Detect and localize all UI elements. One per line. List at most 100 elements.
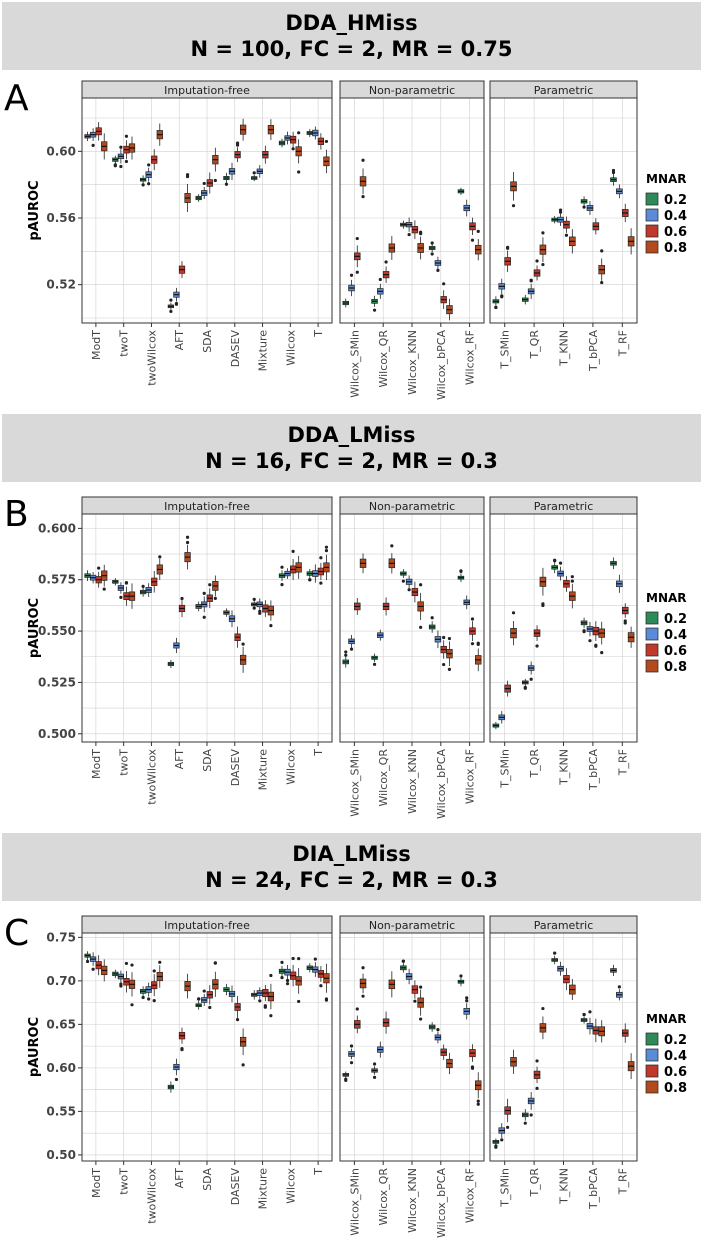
outlier-point bbox=[419, 1017, 423, 1021]
x-tick-label: SDA bbox=[201, 1168, 214, 1191]
outlier-point bbox=[124, 159, 129, 164]
x-tick-label: SDA bbox=[201, 330, 214, 353]
legend-swatch bbox=[645, 643, 659, 657]
outlier-point bbox=[465, 996, 469, 1000]
outlier-point bbox=[535, 644, 539, 648]
x-tick-label: T_SMin bbox=[499, 749, 512, 789]
outlier-point bbox=[102, 587, 106, 591]
legend-swatch bbox=[645, 611, 659, 625]
outlier-point bbox=[97, 566, 101, 570]
legend-label: 0.4 bbox=[664, 1049, 687, 1064]
outlier-point bbox=[349, 1044, 354, 1048]
outlier-point bbox=[91, 967, 95, 971]
outlier-point bbox=[269, 624, 273, 628]
legend-swatch bbox=[645, 192, 659, 206]
x-tick-label: ModT bbox=[90, 749, 103, 779]
x-tick-label: T bbox=[312, 1168, 325, 1176]
outlier-point bbox=[324, 139, 329, 144]
outlier-point bbox=[113, 163, 117, 167]
x-tick-label: twoWilcox bbox=[145, 330, 158, 386]
outlier-point bbox=[119, 145, 123, 149]
legend-title: MNAR bbox=[646, 591, 687, 605]
legend-swatch bbox=[645, 240, 659, 254]
x-tick-label: Wilcox_KNN bbox=[406, 330, 419, 395]
y-axis-label: pAUROC bbox=[27, 598, 42, 658]
y-tick-label: 0.55 bbox=[46, 1104, 76, 1118]
outlier-point bbox=[280, 975, 284, 980]
x-tick-label: Wilcox_KNN bbox=[406, 1168, 419, 1233]
outlier-point bbox=[588, 639, 592, 643]
y-tick-label: 0.70 bbox=[46, 974, 76, 988]
legend-label: 0.2 bbox=[664, 1033, 687, 1048]
outlier-point bbox=[141, 183, 145, 187]
outlier-point bbox=[570, 575, 574, 579]
outlier-point bbox=[476, 1099, 480, 1103]
outlier-point bbox=[252, 606, 256, 610]
outlier-point bbox=[553, 951, 557, 955]
outlier-point bbox=[344, 650, 348, 654]
legend: MNAR 0.20.40.60.8 bbox=[645, 591, 687, 675]
outlier-point bbox=[319, 556, 323, 560]
outlier-point bbox=[372, 308, 377, 312]
y-tick-label: 0.50 bbox=[46, 1148, 76, 1162]
outlier-point bbox=[564, 233, 569, 237]
outlier-point bbox=[252, 171, 256, 175]
outlier-point bbox=[185, 174, 190, 179]
y-tick-label: 0.60 bbox=[46, 1061, 76, 1075]
outlier-point bbox=[511, 611, 516, 615]
outlier-point bbox=[349, 647, 354, 651]
x-tick-label: AFT bbox=[173, 1168, 186, 1189]
legend-label: 0.6 bbox=[664, 225, 687, 240]
legend-label: 0.4 bbox=[664, 628, 687, 643]
y-tick-label: 0.52 bbox=[46, 278, 76, 292]
outlier-point bbox=[202, 181, 206, 186]
x-tick-label: Wilcox_bPCA bbox=[435, 1168, 448, 1238]
outlier-point bbox=[582, 1012, 586, 1017]
x-tick-label: T_bPCA bbox=[587, 330, 600, 373]
outlier-point bbox=[291, 956, 295, 961]
x-tick-label: Wilcox bbox=[284, 749, 297, 785]
outlier-point bbox=[355, 236, 359, 241]
x-tick-label: T_bPCA bbox=[587, 749, 600, 792]
outlier-point bbox=[506, 1125, 510, 1129]
outlier-point bbox=[124, 134, 129, 138]
x-tick-label: Wilcox_SMin bbox=[348, 749, 361, 817]
outlier-point bbox=[308, 578, 312, 582]
x-tick-label: T_SMin bbox=[499, 1168, 512, 1208]
outlier-point bbox=[319, 581, 323, 585]
x-tick-label: Mixture bbox=[257, 749, 270, 791]
outlier-point bbox=[213, 596, 217, 601]
y-axis-label: pAUROC bbox=[27, 1017, 42, 1077]
x-tick-label: twoT bbox=[118, 1168, 131, 1195]
outlier-point bbox=[384, 260, 388, 264]
outlier-point bbox=[407, 588, 411, 592]
facet-non-parametric: Non-parametric Wilcox_SMin Wilcox_QR Wilcox… bbox=[339, 80, 485, 400]
legend-swatch bbox=[645, 224, 659, 238]
outlier-point bbox=[600, 651, 604, 655]
x-tick-label: T_QR bbox=[528, 1168, 541, 1198]
outlier-point bbox=[147, 182, 151, 186]
outlier-point bbox=[511, 204, 516, 208]
outlier-point bbox=[558, 561, 563, 565]
x-tick-label: T_RF bbox=[616, 330, 629, 357]
outlier-point bbox=[297, 957, 301, 961]
outlier-point bbox=[407, 232, 411, 237]
x-tick-label: T bbox=[312, 749, 325, 757]
outlier-point bbox=[124, 961, 129, 966]
legend-swatch bbox=[645, 1032, 659, 1046]
plot-border bbox=[489, 513, 638, 743]
plot-border bbox=[489, 97, 638, 324]
legend-title: MNAR bbox=[646, 172, 687, 186]
outlier-point bbox=[553, 559, 557, 563]
facet-non-parametric: Non-parametric Wilcox_SMin Wilcox_QR Wilcox… bbox=[339, 496, 485, 819]
y-tick-label: 0.600 bbox=[38, 521, 76, 535]
legend-label: 0.8 bbox=[664, 1081, 687, 1096]
outlier-point bbox=[324, 998, 329, 1002]
legend-label: 0.8 bbox=[664, 660, 687, 675]
x-tick-label: twoWilcox bbox=[145, 1168, 158, 1224]
outlier-point bbox=[202, 989, 206, 993]
plot-border bbox=[339, 97, 485, 324]
x-tick-label: T_KNN bbox=[558, 749, 571, 786]
outlier-point bbox=[235, 143, 240, 147]
x-tick-label: T_QR bbox=[528, 330, 541, 360]
